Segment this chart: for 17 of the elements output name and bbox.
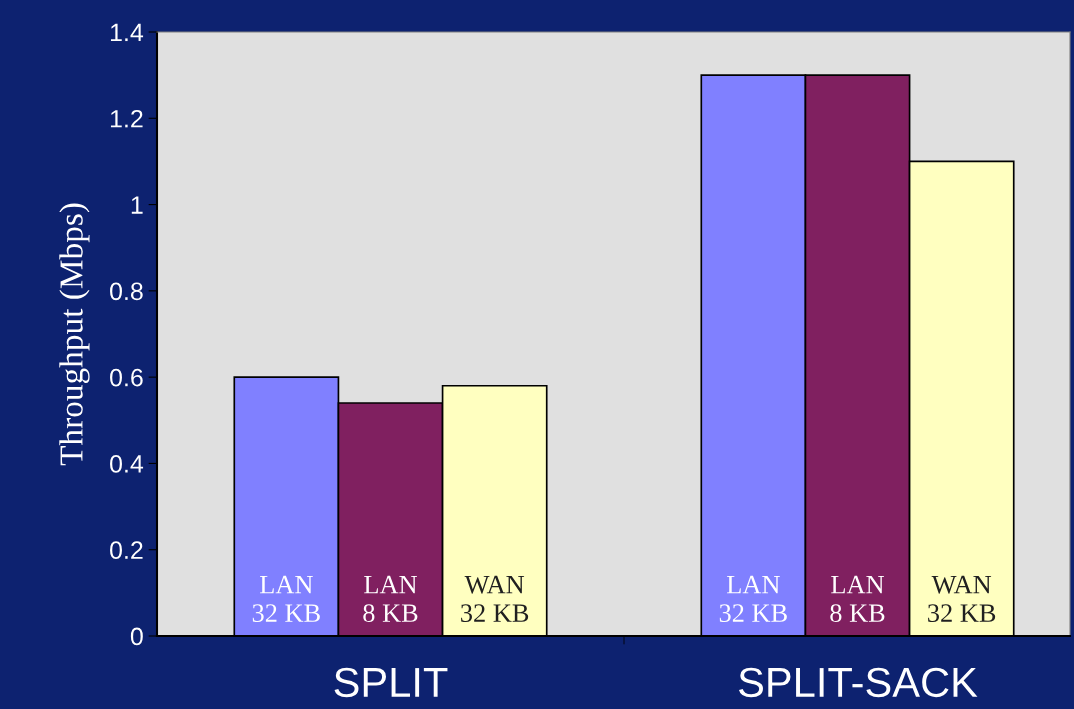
x-tick-label: SPLIT-SACK [738,667,978,698]
series-label: LAN 8 KB [363,575,418,623]
x-tick-label: SPLIT [334,667,448,698]
series-label: LAN 32 KB [252,575,320,623]
y-tick-label: 0.8 [110,282,143,301]
y-axis-title: Throughput (Mbps) [59,203,90,466]
y-tick-label: 0.2 [110,541,143,560]
text: LAN 8 KB [830,575,885,623]
text: LAN 32 KB [719,575,787,623]
y-tick-label: 0.6 [110,368,143,387]
y-tick-label: 0.4 [110,455,144,473]
series-label: WAN 32 KB [461,575,529,623]
text: WAN 32 KB [928,575,996,623]
y-tick-label: 0 [130,627,143,646]
y-tick-label: 1.2 [110,109,143,128]
y-tick-label: 1 [131,196,143,214]
y-tick-label: 1.4 [110,23,144,42]
